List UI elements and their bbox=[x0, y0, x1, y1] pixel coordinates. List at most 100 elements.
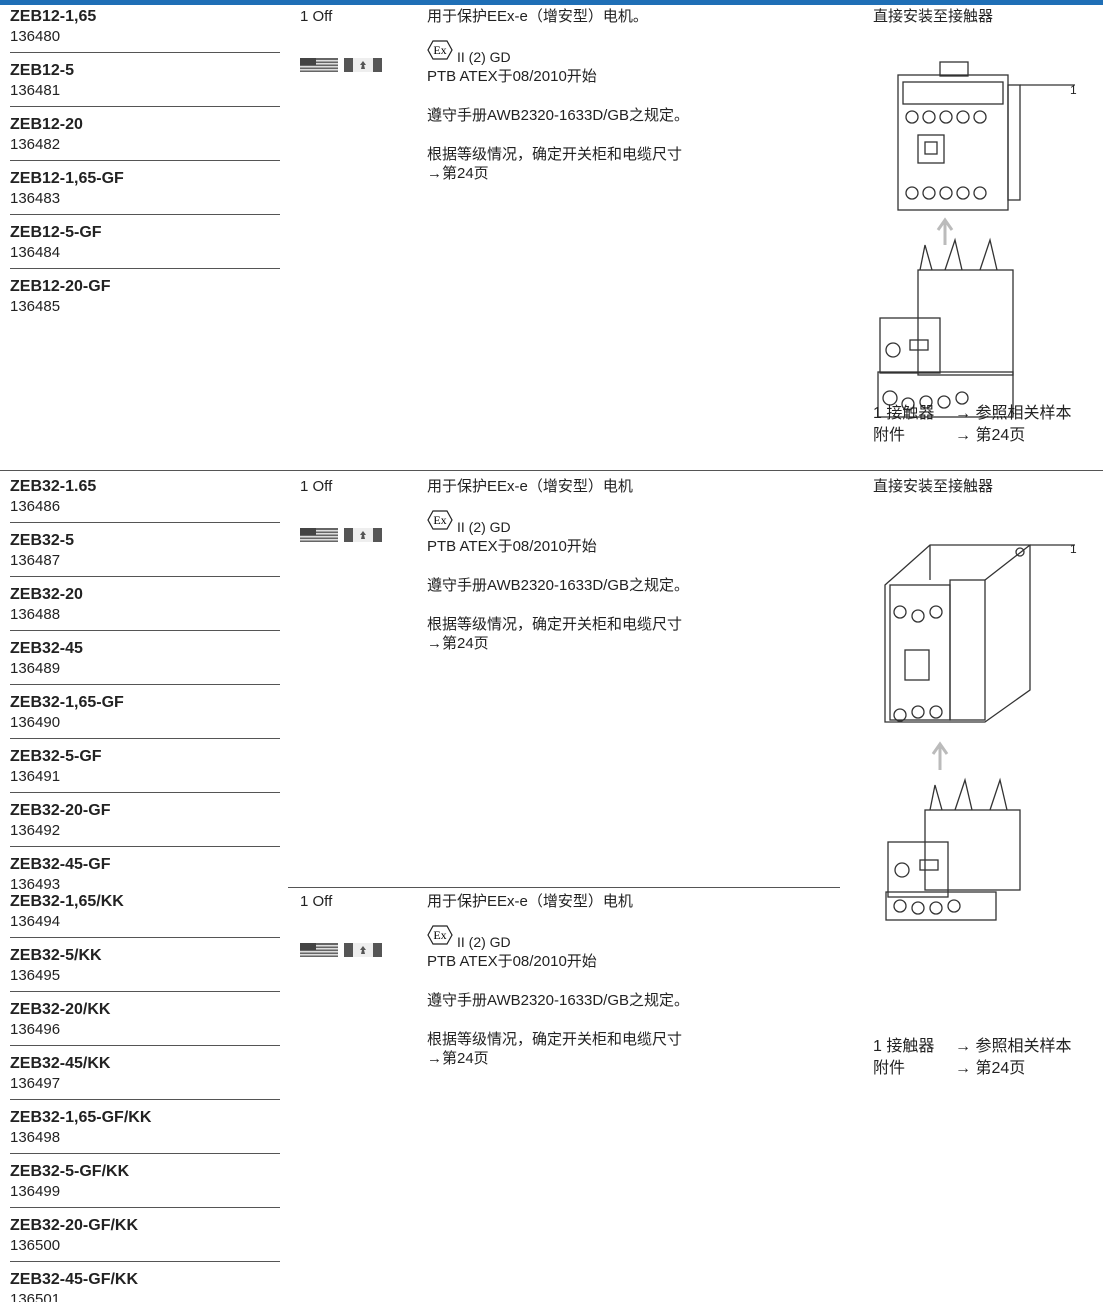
row-divider bbox=[10, 846, 280, 847]
top-bar bbox=[0, 0, 1103, 5]
page-ref: →第24页 bbox=[427, 1050, 489, 1067]
article-number: 136490 bbox=[10, 714, 61, 731]
legend-ref: → 第24页 bbox=[955, 1060, 1026, 1077]
row-divider bbox=[10, 522, 280, 523]
article-number: 136482 bbox=[10, 136, 61, 153]
product-code: ZEB12-20-GF bbox=[10, 278, 111, 295]
ex-text: Ex bbox=[433, 43, 446, 57]
article-number: 136481 bbox=[10, 82, 61, 99]
quantity: 1 Off bbox=[300, 478, 333, 495]
ptb: PTB ATEX于08/2010开始 bbox=[427, 538, 597, 555]
article-number: 136497 bbox=[10, 1075, 61, 1092]
article-number: 136494 bbox=[10, 913, 61, 930]
article-number: 136498 bbox=[10, 1129, 61, 1146]
install-note: 直接安装至接触器 bbox=[873, 8, 994, 25]
article-number: 136500 bbox=[10, 1237, 61, 1254]
article-number: 136486 bbox=[10, 498, 61, 515]
purpose: 用于保护EEx-e（增安型）电机 bbox=[427, 478, 633, 495]
row-divider bbox=[10, 1207, 280, 1208]
product-code: ZEB32-5-GF/KK bbox=[10, 1163, 130, 1180]
ex-rating: II (2) GD bbox=[457, 519, 511, 535]
article-number: 136501 bbox=[10, 1291, 61, 1302]
product-code: ZEB32-45/KK bbox=[10, 1055, 111, 1072]
ex-text: Ex bbox=[433, 513, 446, 527]
page-ref: →第24页 bbox=[427, 635, 489, 652]
legend-item: 1 接触器 bbox=[873, 1038, 935, 1055]
article-number: 136492 bbox=[10, 822, 61, 839]
product-code: ZEB32-5 bbox=[10, 532, 75, 549]
purpose: 用于保护EEx-e（增安型）电机。 bbox=[427, 8, 648, 25]
section-divider bbox=[288, 887, 840, 888]
product-code: ZEB32-1,65-GF bbox=[10, 694, 124, 711]
article-number: 136485 bbox=[10, 298, 61, 315]
purpose: 用于保护EEx-e（增安型）电机 bbox=[427, 893, 633, 910]
product-code: ZEB32-1.65 bbox=[10, 478, 97, 495]
install-note: 直接安装至接触器 bbox=[873, 478, 994, 495]
article-number: 136496 bbox=[10, 1021, 61, 1038]
sizing: 根据等级情况，确定开关柜和电缆尺寸 bbox=[427, 616, 683, 633]
legend-ref: → 参照相关样本 bbox=[955, 1038, 1072, 1055]
ptb: PTB ATEX于08/2010开始 bbox=[427, 953, 597, 970]
article-number: 136483 bbox=[10, 190, 61, 207]
article-number: 136491 bbox=[10, 768, 61, 785]
article-number: 136499 bbox=[10, 1183, 61, 1200]
article-number: 136493 bbox=[10, 876, 61, 893]
contactor-illustration bbox=[884, 544, 1075, 723]
legend-ref: → 参照相关样本 bbox=[955, 405, 1072, 422]
ex-rating: II (2) GD bbox=[457, 49, 511, 65]
ex-symbol: Ex bbox=[427, 925, 453, 945]
manual: 遵守手册AWB2320-1633D/GB之规定。 bbox=[427, 577, 690, 594]
row-divider bbox=[10, 991, 280, 992]
product-code: ZEB12-1,65-GF bbox=[10, 170, 124, 187]
row-divider bbox=[10, 937, 280, 938]
callout: 1 bbox=[1070, 83, 1077, 97]
manual: 遵守手册AWB2320-1633D/GB之规定。 bbox=[427, 992, 690, 1009]
ex-symbol: Ex bbox=[427, 40, 453, 60]
article-number: 136487 bbox=[10, 552, 61, 569]
row-divider bbox=[10, 1099, 280, 1100]
product-code: ZEB32-20 bbox=[10, 586, 83, 603]
contactor-illustration bbox=[897, 61, 1075, 211]
flags bbox=[300, 58, 382, 72]
product-code: ZEB32-5/KK bbox=[10, 947, 102, 964]
legend-item: 1 接触器 bbox=[873, 405, 935, 422]
legend-item: 附件 bbox=[873, 1060, 906, 1077]
product-code: ZEB32-5-GF bbox=[10, 748, 102, 765]
product-code: ZEB12-5 bbox=[10, 62, 75, 79]
article-number: 136489 bbox=[10, 660, 61, 677]
section-divider bbox=[0, 470, 1103, 471]
row-divider bbox=[10, 1153, 280, 1154]
sizing: 根据等级情况，确定开关柜和电缆尺寸 bbox=[427, 1031, 683, 1048]
ptb: PTB ATEX于08/2010开始 bbox=[427, 68, 597, 85]
product-code: ZEB32-20-GF bbox=[10, 802, 111, 819]
row-divider bbox=[10, 1261, 280, 1262]
legend-ref: → 第24页 bbox=[955, 427, 1026, 444]
article-number: 136480 bbox=[10, 28, 61, 45]
sizing: 根据等级情况，确定开关柜和电缆尺寸 bbox=[427, 146, 683, 163]
row-divider bbox=[10, 684, 280, 685]
row-divider bbox=[10, 52, 280, 53]
quantity: 1 Off bbox=[300, 893, 333, 910]
product-code: ZEB12-5-GF bbox=[10, 224, 102, 241]
row-divider bbox=[10, 630, 280, 631]
legend-item: 附件 bbox=[873, 427, 906, 444]
article-number: 136488 bbox=[10, 606, 61, 623]
row-divider bbox=[10, 106, 280, 107]
row-divider bbox=[10, 214, 280, 215]
flags bbox=[300, 528, 382, 542]
callout: 1 bbox=[1070, 542, 1077, 556]
row-divider bbox=[10, 738, 280, 739]
row-divider bbox=[10, 1045, 280, 1046]
page-ref: →第24页 bbox=[427, 165, 489, 182]
product-code: ZEB32-1,65/KK bbox=[10, 893, 124, 910]
ex-symbol: Ex bbox=[427, 510, 453, 530]
row-divider bbox=[10, 268, 280, 269]
ex-rating: II (2) GD bbox=[457, 934, 511, 950]
relay-illustration bbox=[885, 777, 1021, 921]
product-code: ZEB32-45-GF bbox=[10, 856, 111, 873]
product-code: ZEB32-20-GF/KK bbox=[10, 1217, 139, 1234]
product-code: ZEB32-1,65-GF/KK bbox=[10, 1109, 152, 1126]
ex-text: Ex bbox=[433, 928, 446, 942]
